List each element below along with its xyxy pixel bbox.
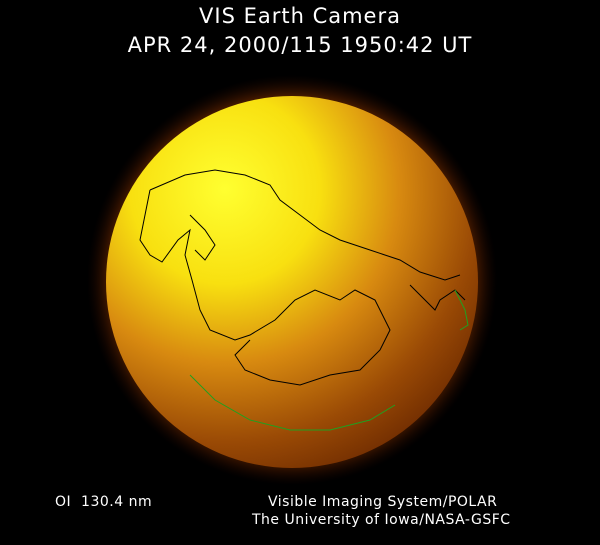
wavelength-label: OI 130.4 nm [55,494,153,510]
earth-dayglow [106,96,478,468]
image-title: VIS Earth Camera [199,4,401,28]
instrument-credit: Visible Imaging System/POLAR [268,494,498,510]
aurora-oval-outline [189,289,469,431]
institution-credit: The University of Iowa/NASA-GSFC [252,512,511,528]
coastline-outlines [139,169,466,386]
image-timestamp: APR 24, 2000/115 1950:42 UT [127,33,473,57]
